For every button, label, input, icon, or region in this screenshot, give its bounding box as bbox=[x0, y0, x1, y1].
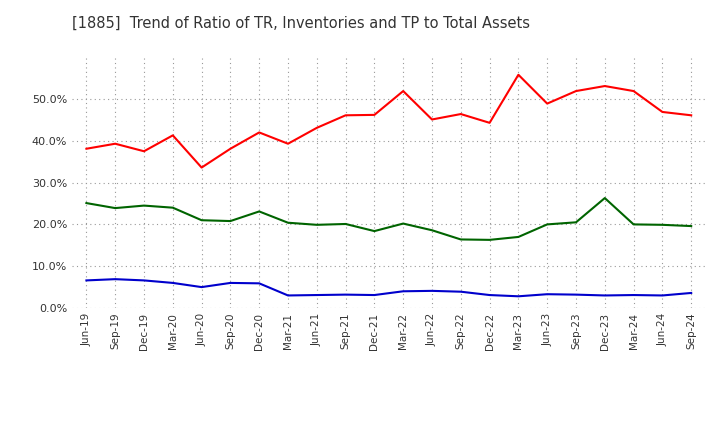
Inventories bbox=[428, 288, 436, 293]
Inventories bbox=[687, 290, 696, 296]
Trade Receivables bbox=[600, 84, 609, 89]
Inventories bbox=[226, 280, 235, 286]
Trade Receivables bbox=[399, 88, 408, 94]
Trade Payables bbox=[658, 222, 667, 227]
Trade Receivables bbox=[428, 117, 436, 122]
Trade Receivables bbox=[168, 133, 177, 138]
Trade Receivables bbox=[255, 130, 264, 135]
Trade Receivables bbox=[341, 113, 350, 118]
Trade Receivables bbox=[543, 101, 552, 106]
Inventories bbox=[168, 280, 177, 286]
Line: Trade Receivables: Trade Receivables bbox=[86, 75, 691, 168]
Trade Payables bbox=[514, 234, 523, 239]
Trade Receivables bbox=[140, 149, 148, 154]
Trade Payables bbox=[312, 222, 321, 227]
Trade Payables bbox=[140, 203, 148, 208]
Trade Receivables bbox=[514, 72, 523, 77]
Trade Payables bbox=[456, 237, 465, 242]
Inventories bbox=[140, 278, 148, 283]
Line: Trade Payables: Trade Payables bbox=[86, 198, 691, 240]
Trade Payables bbox=[370, 228, 379, 234]
Trade Payables bbox=[485, 237, 494, 242]
Trade Payables bbox=[255, 209, 264, 214]
Inventories bbox=[255, 281, 264, 286]
Trade Receivables bbox=[658, 109, 667, 114]
Inventories bbox=[600, 293, 609, 298]
Trade Receivables bbox=[687, 113, 696, 118]
Inventories bbox=[485, 293, 494, 298]
Trade Receivables bbox=[226, 146, 235, 151]
Trade Receivables bbox=[111, 141, 120, 147]
Inventories bbox=[341, 292, 350, 297]
Trade Receivables bbox=[456, 111, 465, 117]
Trade Payables bbox=[399, 221, 408, 226]
Trade Receivables bbox=[370, 112, 379, 117]
Text: [1885]  Trend of Ratio of TR, Inventories and TP to Total Assets: [1885] Trend of Ratio of TR, Inventories… bbox=[72, 16, 530, 31]
Inventories bbox=[629, 293, 638, 298]
Trade Receivables bbox=[485, 120, 494, 125]
Inventories bbox=[284, 293, 292, 298]
Trade Payables bbox=[168, 205, 177, 210]
Inventories bbox=[572, 292, 580, 297]
Trade Payables bbox=[629, 222, 638, 227]
Trade Payables bbox=[428, 227, 436, 233]
Inventories bbox=[312, 293, 321, 298]
Trade Payables bbox=[284, 220, 292, 225]
Trade Payables bbox=[82, 201, 91, 206]
Inventories bbox=[82, 278, 91, 283]
Trade Payables bbox=[543, 222, 552, 227]
Inventories bbox=[456, 289, 465, 294]
Inventories bbox=[399, 289, 408, 294]
Trade Receivables bbox=[284, 141, 292, 147]
Inventories bbox=[370, 293, 379, 298]
Trade Receivables bbox=[572, 88, 580, 94]
Trade Payables bbox=[341, 221, 350, 227]
Inventories bbox=[658, 293, 667, 298]
Trade Receivables bbox=[197, 165, 206, 170]
Trade Payables bbox=[197, 217, 206, 223]
Inventories bbox=[543, 292, 552, 297]
Inventories bbox=[111, 276, 120, 282]
Trade Receivables bbox=[312, 125, 321, 131]
Trade Receivables bbox=[629, 88, 638, 94]
Trade Payables bbox=[687, 224, 696, 229]
Trade Payables bbox=[226, 218, 235, 224]
Line: Inventories: Inventories bbox=[86, 279, 691, 296]
Trade Receivables bbox=[82, 146, 91, 151]
Trade Payables bbox=[111, 205, 120, 211]
Inventories bbox=[197, 285, 206, 290]
Trade Payables bbox=[572, 220, 580, 225]
Trade Payables bbox=[600, 195, 609, 201]
Inventories bbox=[514, 293, 523, 299]
